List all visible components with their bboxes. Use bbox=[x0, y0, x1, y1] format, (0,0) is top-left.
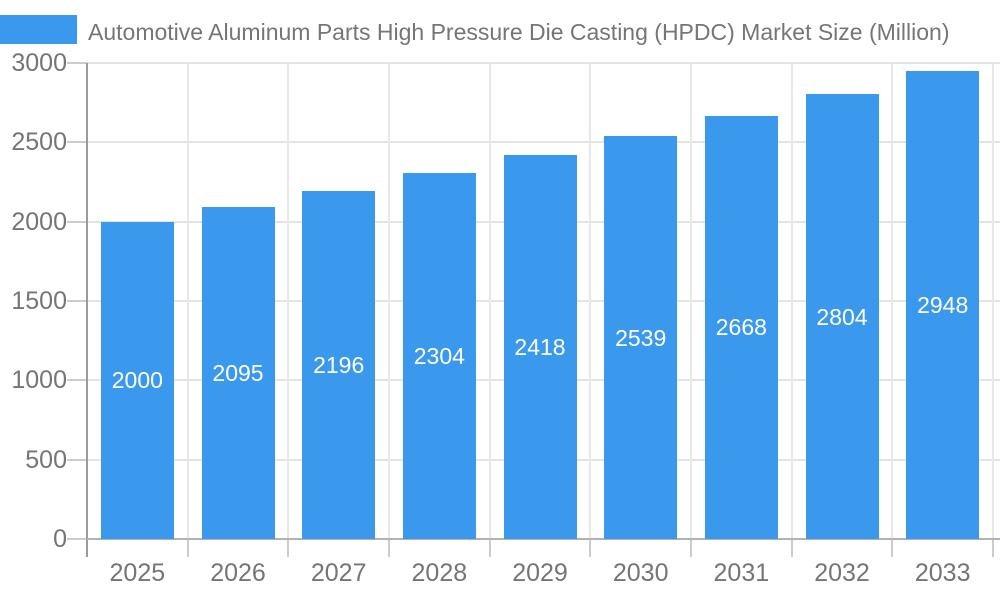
bar-value-label: 2668 bbox=[715, 314, 767, 341]
y-gridline bbox=[87, 62, 1000, 64]
y-tick-mark bbox=[67, 538, 87, 540]
x-gridline bbox=[690, 63, 693, 539]
x-gridline bbox=[186, 63, 189, 539]
x-tick-mark bbox=[891, 539, 894, 557]
y-gridline bbox=[87, 141, 1000, 144]
x-tick-label-2033: 2033 bbox=[914, 559, 971, 587]
x-tick-mark bbox=[287, 539, 290, 557]
x-gridline bbox=[790, 63, 793, 539]
y-tick-label: 3000 bbox=[11, 49, 67, 77]
chart-title: Automotive Aluminum Parts High Pressure … bbox=[88, 19, 950, 45]
legend-swatch[interactable] bbox=[0, 15, 77, 44]
y-tick-label: 2500 bbox=[11, 128, 67, 157]
bar-value-label: 2196 bbox=[313, 351, 365, 378]
y-axis-line bbox=[86, 63, 88, 557]
bar-2029[interactable] bbox=[503, 155, 577, 539]
y-tick-mark bbox=[67, 62, 87, 64]
x-tick-label-2030: 2030 bbox=[612, 559, 669, 587]
bar-2026[interactable] bbox=[201, 206, 275, 539]
x-tick-label-2027: 2027 bbox=[310, 559, 367, 587]
bar-value-label: 2000 bbox=[111, 367, 163, 394]
bar-value-label: 2418 bbox=[514, 334, 566, 361]
y-tick-label: 2000 bbox=[11, 207, 67, 236]
x-tick-label-2028: 2028 bbox=[411, 559, 468, 587]
x-tick-mark bbox=[589, 539, 592, 557]
bar-value-label: 2804 bbox=[816, 303, 868, 330]
x-tick-label-2032: 2032 bbox=[814, 559, 870, 587]
bar-value-label: 2539 bbox=[615, 324, 667, 351]
x-tick-mark bbox=[690, 539, 693, 557]
x-tick-mark bbox=[186, 539, 189, 557]
x-gridline bbox=[287, 63, 290, 539]
x-tick-mark bbox=[388, 539, 390, 557]
y-tick-label: 1000 bbox=[11, 366, 67, 395]
bar-value-label: 2304 bbox=[413, 343, 465, 370]
x-tick-label-2031: 2031 bbox=[713, 559, 770, 587]
x-gridline bbox=[992, 63, 995, 539]
y-tick-label: 0 bbox=[53, 525, 67, 553]
bar-2030[interactable] bbox=[604, 136, 678, 539]
y-tick-label: 1500 bbox=[11, 287, 67, 315]
bar-2033[interactable] bbox=[906, 71, 980, 539]
bar-2032[interactable] bbox=[805, 94, 879, 539]
x-tick-label-2026: 2026 bbox=[210, 559, 266, 587]
bar-2027[interactable] bbox=[302, 190, 376, 539]
x-gridline bbox=[388, 63, 390, 539]
y-tick-mark bbox=[67, 379, 87, 382]
bar-value-label: 2948 bbox=[917, 292, 969, 319]
y-tick-mark bbox=[67, 141, 87, 144]
x-gridline bbox=[589, 63, 592, 539]
bar-2028[interactable] bbox=[402, 173, 476, 539]
bar-2031[interactable] bbox=[704, 115, 778, 539]
x-tick-mark bbox=[488, 539, 491, 557]
x-axis-baseline bbox=[87, 538, 1000, 540]
y-tick-mark bbox=[67, 458, 87, 461]
x-tick-label-2025: 2025 bbox=[109, 559, 166, 587]
bar-value-label: 2095 bbox=[212, 359, 264, 386]
bar-2025[interactable] bbox=[100, 221, 174, 539]
x-gridline bbox=[488, 63, 491, 539]
y-tick-label: 500 bbox=[25, 445, 67, 474]
x-tick-label-2029: 2029 bbox=[512, 559, 568, 587]
y-tick-mark bbox=[67, 220, 87, 223]
x-gridline bbox=[891, 63, 894, 539]
x-tick-mark bbox=[790, 539, 793, 557]
x-tick-mark bbox=[992, 539, 995, 557]
y-tick-mark bbox=[67, 300, 87, 302]
